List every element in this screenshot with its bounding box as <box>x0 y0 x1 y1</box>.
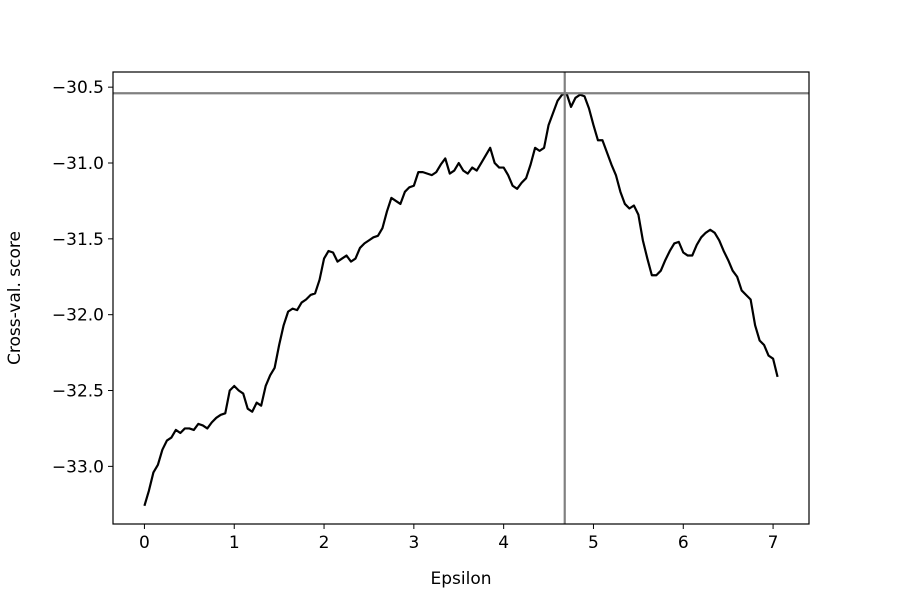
x-axis-label: Epsilon <box>430 569 491 589</box>
y-axis-label: Cross-val. score <box>5 231 25 365</box>
y-tick-label: −32.0 <box>52 306 104 326</box>
x-tick-label: 1 <box>229 533 240 553</box>
y-tick-label: −31.0 <box>52 154 104 174</box>
x-tick-label: 7 <box>768 533 779 553</box>
y-tick-label: −31.5 <box>52 230 104 250</box>
plot-frame <box>112 71 810 525</box>
data-line <box>143 92 779 507</box>
x-tick-label: 4 <box>498 533 509 553</box>
x-tick-label: 3 <box>408 533 419 553</box>
x-tick-label: 2 <box>319 533 330 553</box>
x-tick-label: 0 <box>139 533 150 553</box>
y-tick-label: −30.5 <box>52 78 104 98</box>
x-tick-label: 5 <box>588 533 599 553</box>
y-tick-label: −33.0 <box>52 457 104 477</box>
y-tick-label: −32.5 <box>52 382 104 402</box>
x-tick-label: 6 <box>678 533 689 553</box>
